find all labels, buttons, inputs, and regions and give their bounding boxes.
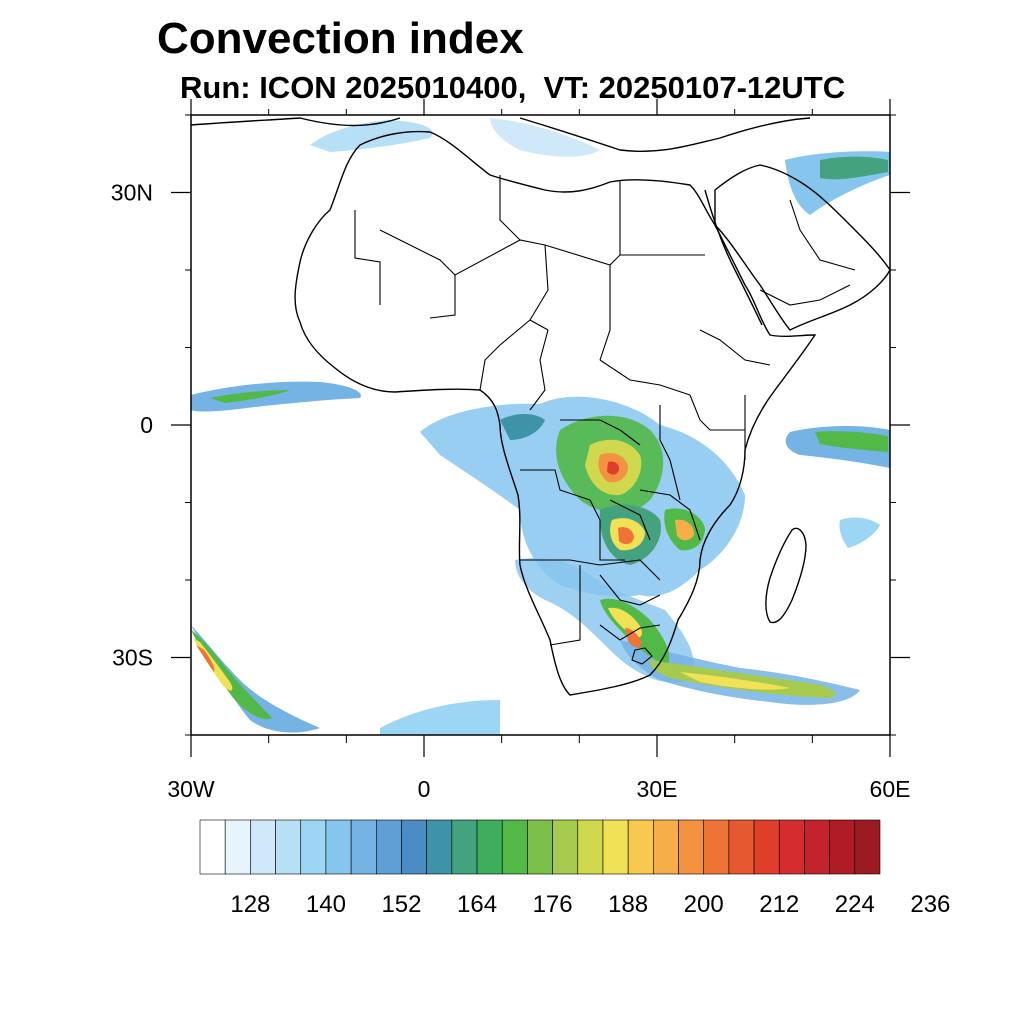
colorbar-label: 176 xyxy=(533,891,573,918)
lat-tick-label: 30S xyxy=(112,645,153,671)
colorbar-box xyxy=(199,819,226,875)
lat-tick-label: 0 xyxy=(140,412,153,438)
map-title: Convection index xyxy=(157,14,524,63)
colorbar-label: 212 xyxy=(759,891,799,918)
colorbar-box xyxy=(375,819,402,875)
convection-area-east-med xyxy=(490,118,600,157)
axis-ticks: 30W 0 30E 60E 30N 0 30S xyxy=(111,99,911,802)
colorbar-box xyxy=(602,819,629,875)
colorbar-box xyxy=(753,819,780,875)
red-sea-west xyxy=(704,189,763,326)
colorbar-box xyxy=(527,819,553,875)
map-subtitle: Run: ICON 2025010400, VT: 20250107-12UTC xyxy=(180,70,846,105)
colorbar-box xyxy=(426,819,453,875)
colorbar-box xyxy=(224,819,251,875)
madagascar-coastline xyxy=(765,527,807,624)
colorbar-box xyxy=(829,819,856,875)
lon-tick-label: 30E xyxy=(637,776,678,802)
colorbar-box xyxy=(728,819,755,875)
colorbar-box xyxy=(854,819,881,875)
lon-tick-label: 0 xyxy=(418,776,431,802)
colorbar-box xyxy=(325,819,352,875)
lon-tick-label: 30W xyxy=(167,776,215,802)
colorbar-box xyxy=(401,819,427,875)
colorbar-box xyxy=(451,819,478,875)
colorbar-box xyxy=(552,819,579,875)
colorbar-box xyxy=(476,819,503,875)
colorbar-label: 128 xyxy=(230,891,270,918)
colorbar-box xyxy=(627,819,654,875)
colorbar-label: 140 xyxy=(306,891,346,918)
colorbar-box xyxy=(804,819,830,875)
colorbar-label: 200 xyxy=(684,891,724,918)
convection-area-madagascar-east xyxy=(839,517,880,548)
colorbar-box xyxy=(778,819,805,875)
colorbar-label: 164 xyxy=(457,891,497,918)
map-plot-area xyxy=(191,117,890,735)
lat-tick-label: 30N xyxy=(111,180,153,206)
convection-area-west-atlantic-equatorial xyxy=(191,381,361,412)
country-borders xyxy=(354,175,856,665)
colorbar-box xyxy=(577,819,604,875)
colorbar-box xyxy=(501,819,528,875)
mediterranean-north xyxy=(191,117,401,127)
colorbar-label: 224 xyxy=(835,891,875,918)
europe-coast-east xyxy=(519,117,811,153)
convection-area-south-atlantic-east xyxy=(380,700,500,735)
colorbar-box xyxy=(275,819,302,875)
africa-coastline xyxy=(294,130,817,696)
colorbar-box xyxy=(300,819,327,875)
colorbar-label: 188 xyxy=(608,891,648,918)
colorbar-box xyxy=(250,819,276,875)
colorbar-box xyxy=(350,819,377,875)
colorbar-box xyxy=(703,819,730,875)
colorbar: 128 140 152 164 176 188 200 212 224 236 xyxy=(199,819,950,918)
colorbar-box xyxy=(653,819,679,875)
convection-field xyxy=(191,118,890,735)
convection-area-south-atlantic-front xyxy=(191,625,320,733)
colorbar-label: 236 xyxy=(910,891,950,918)
lon-tick-label: 60E xyxy=(870,776,911,802)
colorbar-box xyxy=(678,819,705,875)
colorbar-label: 152 xyxy=(381,891,421,918)
convection-area-mediterranean xyxy=(310,120,433,152)
